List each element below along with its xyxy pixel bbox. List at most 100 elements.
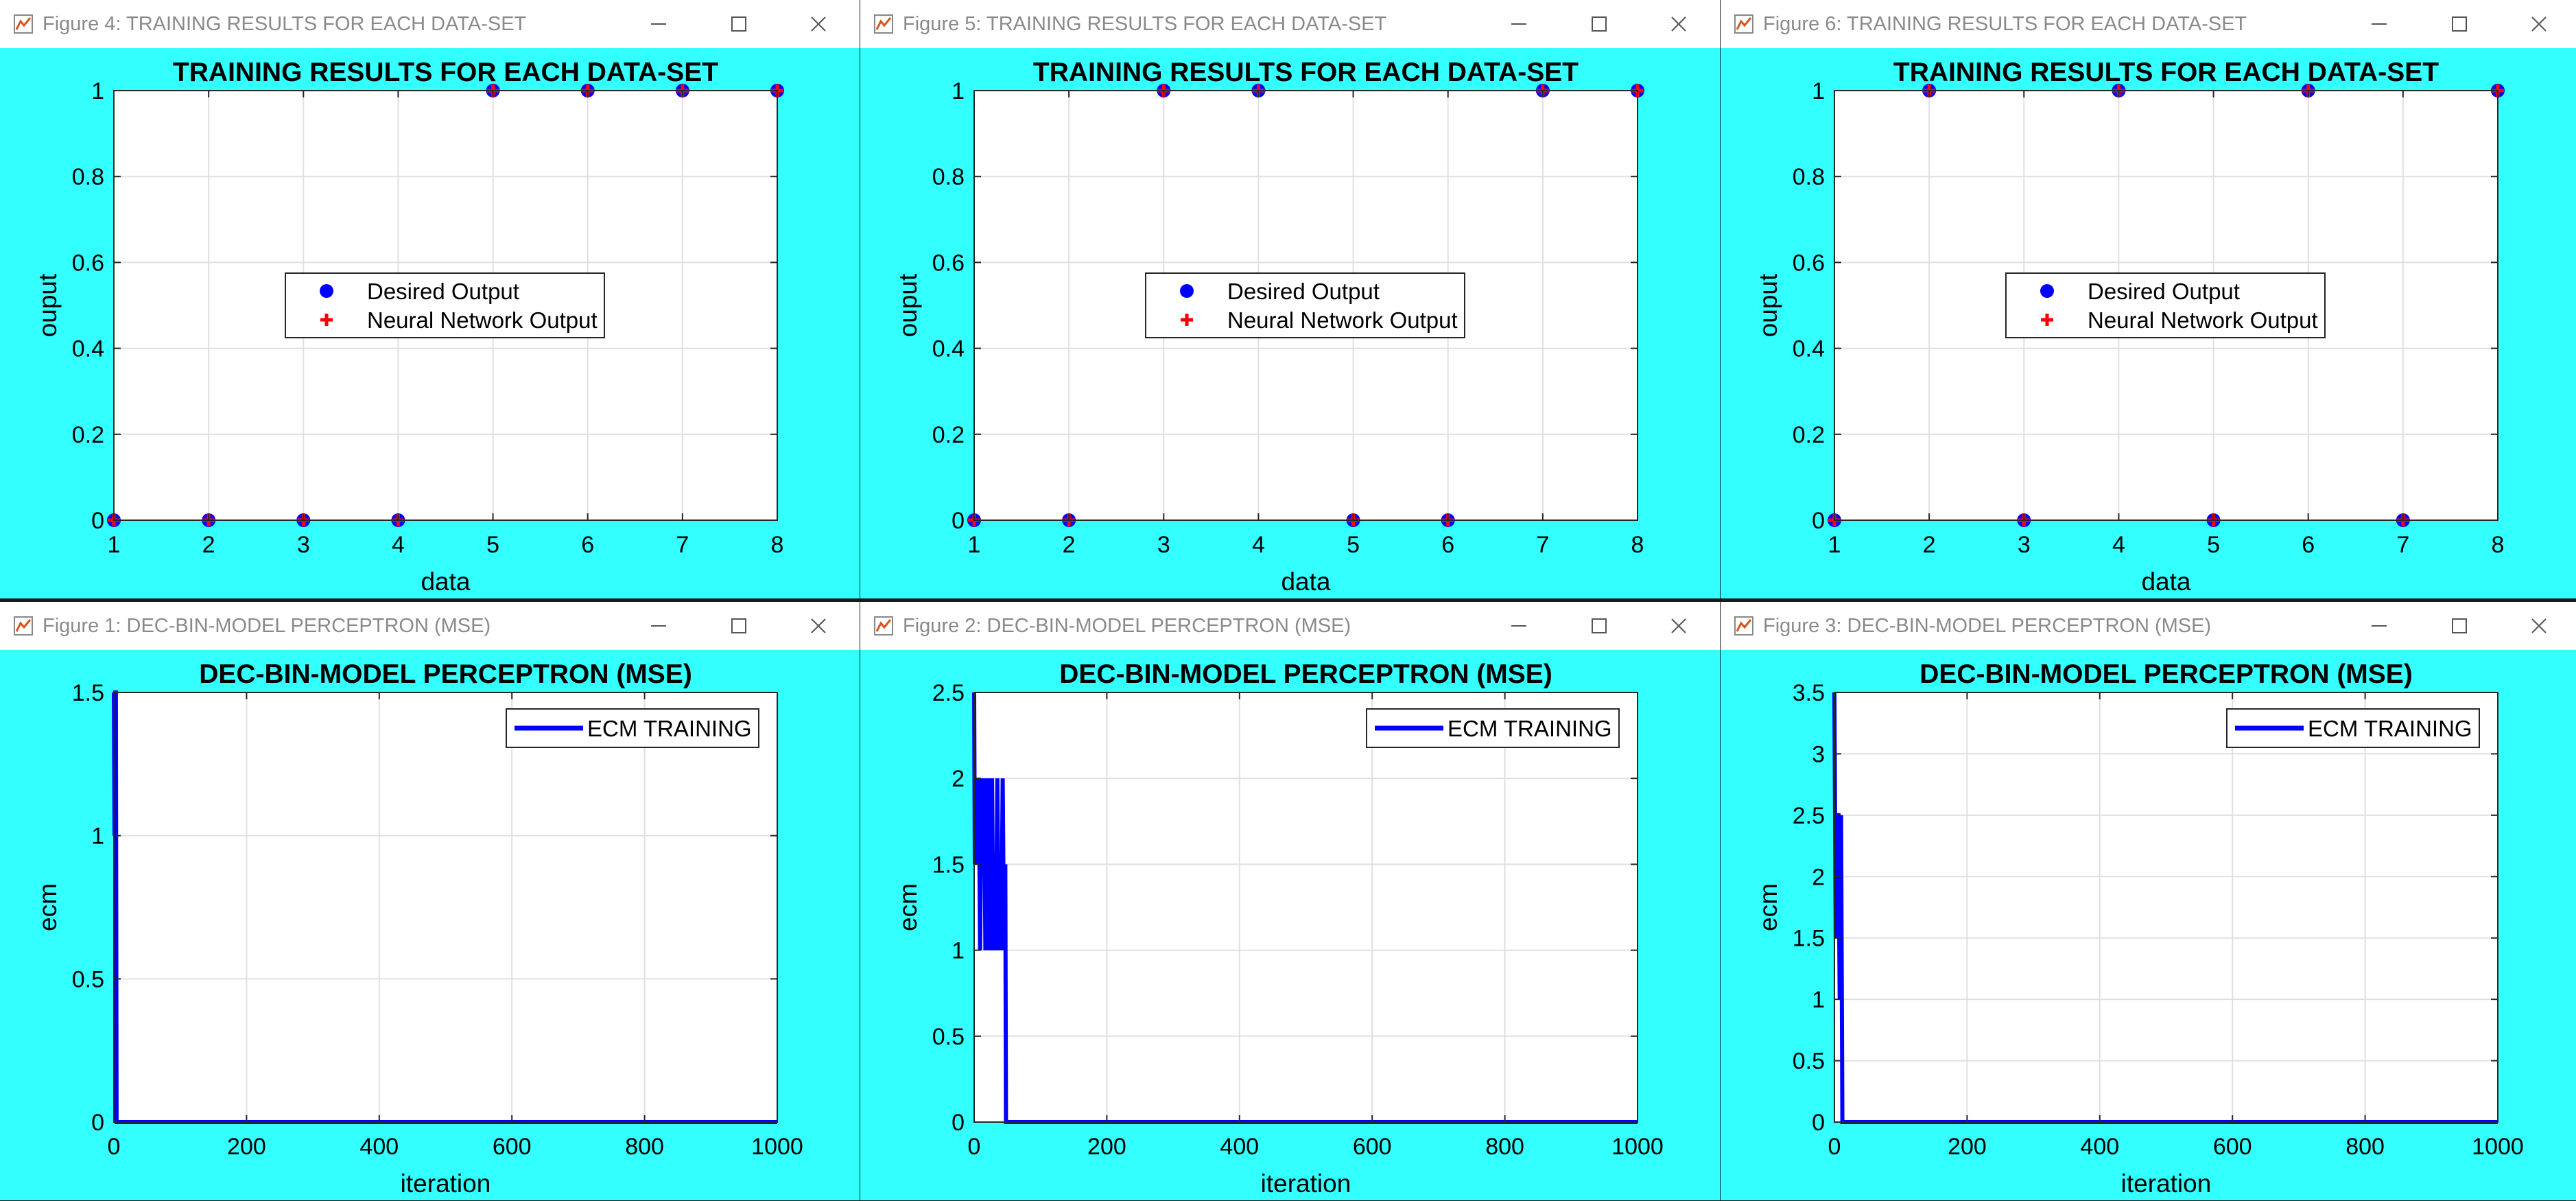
y-axis-label: ouput xyxy=(1754,273,1782,337)
y-tick-label: 0.5 xyxy=(72,966,104,992)
x-tick-label: 5 xyxy=(486,532,499,558)
minimize-button[interactable] xyxy=(2345,602,2413,650)
training-results-chart: 1 2 3 4 5 6 7 8 0 0.2 0.4 0.6 0.8 1 TRAINING RESULTS F… xyxy=(894,58,1644,596)
legend: Desired Output Neural Network Output xyxy=(1145,272,1465,338)
axes-box xyxy=(1834,692,2498,1123)
x-tick-label: 0 xyxy=(108,1134,121,1160)
close-button[interactable] xyxy=(784,0,853,48)
y-tick-label: 0.2 xyxy=(72,422,104,448)
maximize-icon xyxy=(731,16,746,32)
x-tick-label: 0 xyxy=(1828,1134,1841,1160)
y-tick-label: 2.5 xyxy=(932,680,965,706)
maximize-button[interactable] xyxy=(1565,602,1633,650)
legend-box xyxy=(1145,272,1465,338)
minimize-icon xyxy=(1511,625,1526,627)
maximize-button[interactable] xyxy=(705,602,773,650)
training-results-chart: 1 2 3 4 5 6 7 8 0 0.2 0.4 0.6 0.8 1 TRAINING RESULTS F… xyxy=(1754,58,2505,596)
y-tick-label: 0.6 xyxy=(1793,250,1825,276)
minimize-button[interactable] xyxy=(1485,602,1553,650)
close-button[interactable] xyxy=(1644,602,1713,650)
x-tick-label: 400 xyxy=(2080,1134,2119,1160)
legend-plus-marker xyxy=(2041,314,2053,326)
close-icon xyxy=(2531,16,2547,32)
y-tick-label: 3 xyxy=(1812,741,1825,767)
close-icon xyxy=(811,618,826,633)
y-tick-label: 0.5 xyxy=(1793,1049,1825,1075)
y-tick-label: 0.6 xyxy=(72,250,104,276)
window-title: Figure 5: TRAINING RESULTS FOR EACH DATA… xyxy=(903,13,1387,35)
legend-box xyxy=(285,272,605,338)
x-tick-label: 800 xyxy=(1485,1134,1524,1160)
y-tick-label: 0.2 xyxy=(932,422,965,448)
legend-label: Desired Output xyxy=(1227,279,1380,304)
y-tick-label: 3.5 xyxy=(1793,680,1825,706)
x-axis-label: iteration xyxy=(401,1169,491,1198)
mse-chart: 0 200 400 600 800 1000 0 0.5 1 1.5 DEC-BIN-MODEL P… xyxy=(34,660,803,1198)
minimize-button[interactable] xyxy=(2345,0,2413,48)
legend-label: ECM TRAINING xyxy=(587,716,752,741)
legend-label: Neural Network Output xyxy=(1227,307,1458,333)
x-tick-label: 600 xyxy=(1353,1134,1392,1160)
maximize-button[interactable] xyxy=(2425,602,2494,650)
mse-chart: 0 200 400 600 800 1000 0 0.5 1 1.5 2 2.5 DEC-BIN-MOD… xyxy=(894,660,1664,1198)
window-titlebar[interactable]: Figure 1: DEC-BIN-MODEL PERCEPTRON (MSE) xyxy=(0,602,860,650)
y-tick-label: 0.8 xyxy=(1793,164,1825,190)
close-button[interactable] xyxy=(2505,0,2573,48)
x-tick-label: 6 xyxy=(581,532,594,558)
maximize-icon xyxy=(1592,618,1607,633)
figure-window-1: Figure 1: DEC-BIN-MODEL PERCEPTRON (MSE)… xyxy=(0,602,860,1200)
maximize-icon xyxy=(2452,618,2467,633)
maximize-icon xyxy=(731,618,746,633)
y-axis-label: ouput xyxy=(894,273,922,337)
figure-window-5: Figure 5: TRAINING RESULTS FOR EACH DATA… xyxy=(860,0,1720,598)
x-tick-label: 1 xyxy=(108,532,121,558)
x-axis-label: data xyxy=(421,568,470,596)
x-tick-label: 1 xyxy=(1828,532,1841,558)
close-button[interactable] xyxy=(784,602,853,650)
legend-plus-marker xyxy=(1181,314,1193,326)
matlab-figure-icon xyxy=(14,14,33,34)
maximize-icon xyxy=(2452,16,2467,32)
window-titlebar[interactable]: Figure 2: DEC-BIN-MODEL PERCEPTRON (MSE) xyxy=(860,602,1720,650)
y-tick-label: 1 xyxy=(952,78,965,104)
x-tick-label: 400 xyxy=(1220,1134,1259,1160)
minimize-icon xyxy=(2372,625,2387,627)
minimize-button[interactable] xyxy=(624,0,693,48)
maximize-button[interactable] xyxy=(1565,0,1633,48)
figure-plot-area: 0 200 400 600 800 1000 0 0.5 1 1.5 2 2.5 3 3.5 DEC-BIN… xyxy=(1721,650,2576,1200)
minimize-icon xyxy=(2372,23,2387,25)
plot-area-background xyxy=(114,692,777,1122)
chart-title: TRAINING RESULTS FOR EACH DATA-SET xyxy=(1893,58,2439,87)
legend-plus-marker xyxy=(320,314,333,326)
y-tick-label: 1 xyxy=(1812,78,1825,104)
minimize-button[interactable] xyxy=(624,602,693,650)
legend: Desired Output Neural Network Output xyxy=(2005,272,2326,338)
legend-label: Desired Output xyxy=(2088,279,2240,304)
maximize-button[interactable] xyxy=(2425,0,2494,48)
ecm-training-line xyxy=(1832,692,2498,1124)
x-tick-label: 3 xyxy=(2018,532,2031,558)
window-titlebar[interactable]: Figure 6: TRAINING RESULTS FOR EACH DATA… xyxy=(1721,0,2576,48)
close-button[interactable] xyxy=(1644,0,1713,48)
minimize-icon xyxy=(651,23,666,25)
matlab-figure-icon xyxy=(1734,616,1753,636)
y-axis-label: ecm xyxy=(1754,883,1782,931)
y-tick-label: 1.5 xyxy=(932,852,965,878)
window-titlebar[interactable]: Figure 3: DEC-BIN-MODEL PERCEPTRON (MSE) xyxy=(1721,602,2576,650)
minimize-icon xyxy=(651,625,666,627)
minimize-button[interactable] xyxy=(1485,0,1553,48)
maximize-button[interactable] xyxy=(705,0,773,48)
y-tick-label: 0.2 xyxy=(1793,422,1825,448)
y-tick-label: 0 xyxy=(1812,1110,1825,1136)
window-titlebar[interactable]: Figure 4: TRAINING RESULTS FOR EACH DATA… xyxy=(0,0,860,48)
x-tick-label: 4 xyxy=(1252,532,1265,558)
y-tick-label: 2 xyxy=(952,766,965,792)
axes-box xyxy=(1834,90,2498,521)
close-button[interactable] xyxy=(2505,602,2573,650)
y-tick-label: 1.5 xyxy=(72,680,104,706)
window-titlebar[interactable]: Figure 5: TRAINING RESULTS FOR EACH DATA… xyxy=(860,0,1720,48)
x-tick-label: 4 xyxy=(392,532,405,558)
x-tick-label: 8 xyxy=(2492,532,2505,558)
figure-plot-area: 1 2 3 4 5 6 7 8 0 0.2 0.4 0.6 0.8 1 TRAINING RESULTS F… xyxy=(0,48,860,598)
window-title: Figure 1: DEC-BIN-MODEL PERCEPTRON (MSE) xyxy=(43,615,491,637)
